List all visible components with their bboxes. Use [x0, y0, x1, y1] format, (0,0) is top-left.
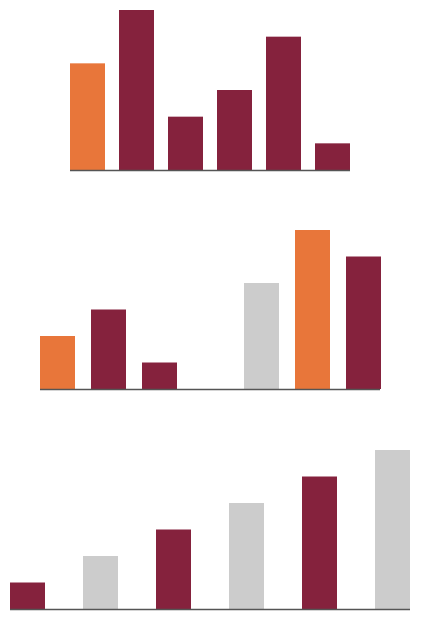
chart1-bar-5	[266, 36, 301, 170]
chart3-bar-5	[302, 476, 337, 609]
chart1-bar-4	[217, 90, 252, 170]
bar-chart-1	[70, 10, 350, 172]
chart2-bar-5	[244, 283, 279, 389]
chart3-bar-1	[10, 582, 45, 609]
chart1-bar-1	[70, 63, 105, 171]
chart2-bar-1	[40, 336, 75, 389]
chart3-bar-4	[229, 503, 264, 609]
chart3-bar-6	[375, 450, 410, 609]
chart2-bar-7	[346, 256, 381, 389]
chart2-bar-6	[295, 230, 330, 389]
chart3-bar-3	[156, 529, 191, 609]
chart1-bar-3	[168, 116, 203, 170]
bar-chart-3	[10, 450, 410, 611]
chart1-bar-2	[119, 10, 154, 170]
bar-chart-2	[40, 230, 381, 391]
chart2-bar-3	[142, 362, 177, 389]
chart3-bar-2	[83, 556, 118, 609]
chart1-bar-6	[315, 143, 350, 170]
chart2-bar-2	[91, 309, 126, 389]
